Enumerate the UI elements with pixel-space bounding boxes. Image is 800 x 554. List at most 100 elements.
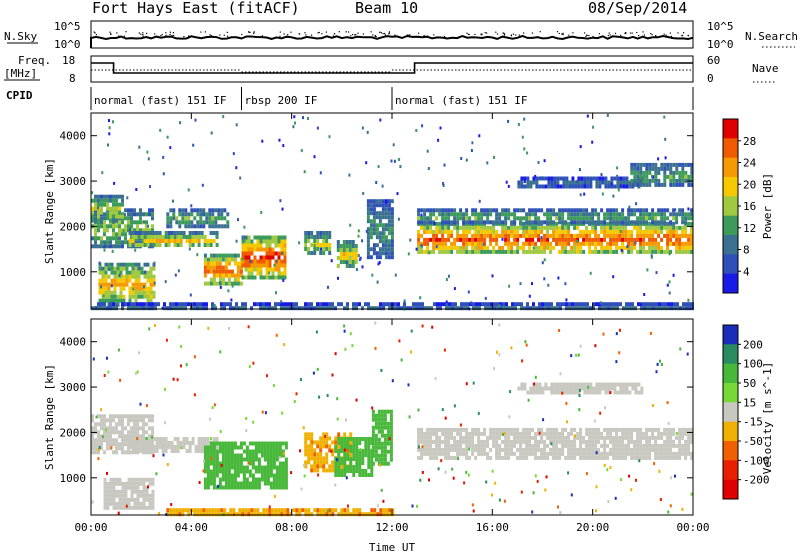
heatmap-cell	[91, 414, 94, 419]
heatmap-cell	[319, 243, 323, 247]
heatmap-speckle	[420, 243, 423, 247]
heatmap-cell	[582, 220, 586, 225]
heatmap-cell	[112, 501, 116, 506]
heatmap-cell	[589, 176, 593, 181]
heatmap-cell	[151, 477, 155, 482]
heatmap-cell	[215, 453, 219, 458]
heatmap-cell	[562, 302, 565, 307]
heatmap-cell	[284, 441, 288, 446]
heatmap-speckle	[531, 282, 533, 286]
heatmap-cell	[97, 306, 100, 311]
heatmap-cell	[193, 306, 196, 311]
heatmap-cell	[322, 251, 326, 255]
heatmap-cell	[328, 464, 332, 469]
heatmap-speckle	[397, 217, 400, 221]
heatmap-cell	[603, 229, 607, 234]
heatmap-speckle	[359, 447, 362, 451]
heatmap-cell	[568, 184, 572, 189]
heatmap-cell	[275, 465, 279, 470]
heatmap-cell	[510, 431, 514, 436]
heatmap-cell	[568, 180, 572, 185]
heatmap-speckle	[134, 371, 137, 375]
heatmap-cell	[678, 455, 682, 460]
heatmap-cell	[483, 447, 487, 452]
heatmap-cell	[681, 225, 685, 230]
heatmap-cell	[529, 184, 533, 189]
heatmap-speckle	[527, 398, 530, 402]
heatmap-cell	[453, 443, 457, 448]
heatmap-cell	[376, 306, 379, 311]
heatmap-cell	[471, 435, 475, 440]
heatmap-cell	[256, 302, 259, 307]
heatmap-cell	[504, 229, 508, 234]
heatmap-speckle	[211, 406, 214, 410]
heatmap-cell	[486, 220, 490, 225]
heatmap-cell	[528, 439, 532, 444]
heatmap-cell	[619, 176, 623, 181]
nsky-point	[663, 33, 665, 35]
heatmap-cell	[197, 239, 201, 243]
heatmap-cell	[203, 465, 207, 470]
heatmap-cell	[346, 448, 350, 453]
heatmap-cell	[211, 216, 215, 221]
heatmap-cell	[348, 264, 352, 268]
heatmap-cell	[339, 252, 343, 256]
heatmap-cell	[567, 229, 571, 234]
heatmap-cell	[603, 233, 607, 238]
heatmap-cell	[586, 382, 590, 387]
heatmap-cell	[390, 199, 394, 204]
heatmap-cell	[516, 447, 520, 452]
heatmap-cell	[248, 485, 252, 490]
heatmap-cell	[666, 249, 670, 254]
heatmap-cell	[534, 443, 538, 448]
heatmap-cell	[145, 212, 148, 217]
heatmap-cell	[197, 445, 201, 449]
heatmap-cell	[651, 178, 655, 183]
heatmap-cell	[187, 224, 191, 229]
heatmap-cell	[143, 449, 147, 453]
heatmap-cell	[103, 430, 106, 435]
heatmap-cell	[568, 382, 572, 387]
heatmap-cell	[247, 239, 251, 244]
heatmap-speckle	[102, 242, 104, 246]
heatmap-cell	[103, 485, 107, 490]
heatmap-cell	[477, 220, 481, 225]
heatmap-speckle	[345, 418, 347, 422]
heatmap-speckle	[97, 448, 100, 452]
heatmap-cell	[181, 306, 184, 311]
heatmap-cell	[133, 485, 137, 490]
heatmap-cell	[172, 306, 175, 311]
heatmap-cell	[253, 508, 257, 513]
heatmap-cell	[118, 202, 121, 207]
heatmap-cell	[579, 455, 583, 460]
heatmap-cell	[310, 231, 314, 235]
heatmap-cell	[595, 386, 599, 391]
heatmap-cell	[269, 481, 273, 486]
heatmap-cell	[507, 212, 511, 217]
heatmap-cell	[606, 427, 610, 432]
heatmap-cell	[259, 306, 262, 311]
heatmap-speckle	[681, 507, 684, 511]
heatmap-cell	[435, 208, 439, 213]
heatmap-cell	[465, 443, 469, 448]
heatmap-speckle	[117, 348, 120, 352]
heatmap-cell	[636, 229, 640, 234]
heatmap-cell	[534, 245, 538, 250]
heatmap-cell	[663, 174, 667, 179]
heatmap-cell	[591, 451, 595, 456]
heatmap-cell	[687, 162, 691, 167]
heatmap-cell	[181, 220, 185, 225]
heatmap-cell	[504, 216, 508, 221]
heatmap-cell	[549, 241, 553, 246]
nsky-point	[123, 35, 126, 37]
heatmap-cell	[112, 306, 115, 311]
heatmap-cell	[118, 214, 121, 219]
heatmap-cell	[450, 245, 454, 250]
heatmap-cell	[654, 443, 658, 448]
heatmap-cell	[322, 464, 326, 469]
heatmap-cell	[313, 247, 317, 251]
heatmap-speckle	[465, 470, 468, 474]
heatmap-cell	[582, 249, 586, 254]
heatmap-cell	[277, 263, 281, 268]
nsky-point	[407, 34, 409, 36]
